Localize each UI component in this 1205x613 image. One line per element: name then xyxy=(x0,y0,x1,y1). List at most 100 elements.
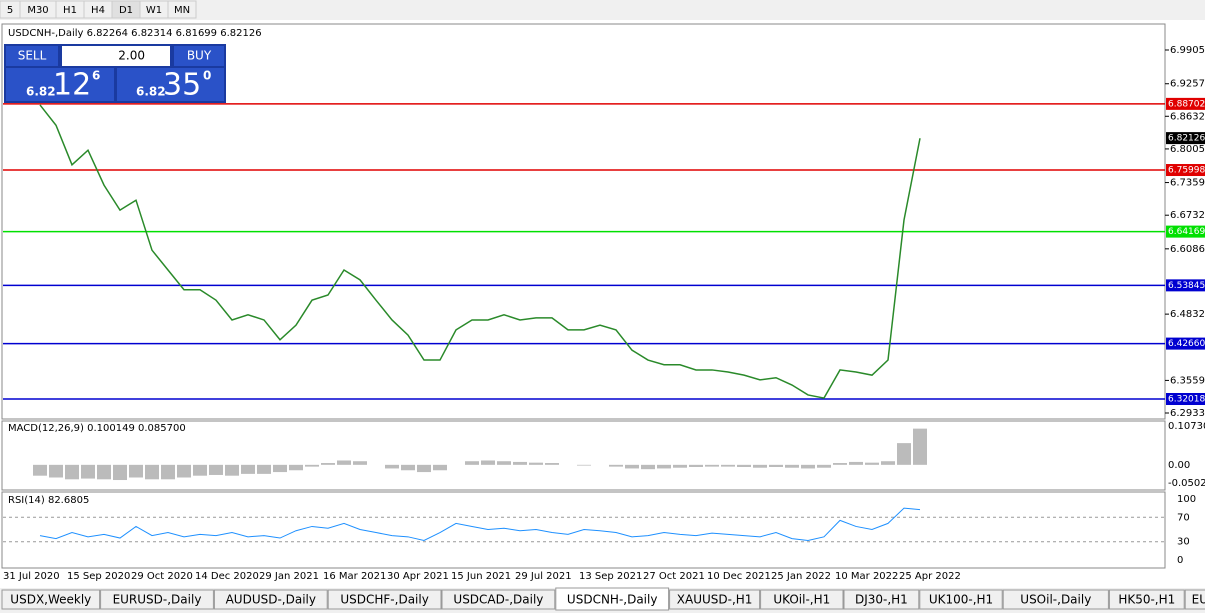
level-label: 6.32018 xyxy=(1168,395,1205,405)
rsi-tick-label: 100 xyxy=(1177,494,1196,505)
macd-bar xyxy=(689,464,703,468)
macd-bar xyxy=(337,460,351,465)
macd-bar xyxy=(577,464,591,466)
rsi-pane xyxy=(1,491,1166,569)
timeframe-label: W1 xyxy=(146,5,162,16)
macd-bar xyxy=(225,464,239,476)
buy-label: BUY xyxy=(187,49,212,63)
toolbar xyxy=(0,0,1205,20)
level-label: 6.42660 xyxy=(1168,339,1205,349)
ask-big: 6.82 xyxy=(136,85,166,99)
tab-label: UKOil-,H1 xyxy=(773,593,830,607)
main-pane xyxy=(1,23,1166,420)
date-label: 29 Oct 2020 xyxy=(131,571,193,582)
macd-bar xyxy=(833,463,847,465)
macd-bar xyxy=(609,464,623,467)
rsi-tick-label: 30 xyxy=(1177,537,1190,548)
macd-bar xyxy=(753,464,767,468)
tab-label: USOil-,Daily xyxy=(1020,593,1091,607)
tab[interactable] xyxy=(669,589,761,610)
macd-bar xyxy=(801,464,815,469)
level-label: 6.88702 xyxy=(1168,99,1205,109)
level-tag xyxy=(1166,279,1205,292)
tab[interactable] xyxy=(213,589,328,610)
macd-bar xyxy=(705,464,719,467)
date-label: 16 Mar 2021 xyxy=(323,571,386,582)
bid-box[interactable] xyxy=(6,68,114,101)
macd-bar xyxy=(497,461,511,465)
timeframe-label: MN xyxy=(174,5,190,16)
macd-pane xyxy=(1,420,1166,491)
macd-bar xyxy=(529,462,543,465)
chart-header: USDCNH-,Daily 6.82264 6.82314 6.81699 6.… xyxy=(8,28,262,39)
date-label: 27 Oct 2021 xyxy=(643,571,705,582)
macd-bar xyxy=(865,462,879,465)
date-label: 15 Sep 2020 xyxy=(67,571,130,582)
volume: 2.00 xyxy=(118,49,145,63)
macd-bar xyxy=(145,464,159,480)
macd-bar xyxy=(897,443,911,465)
macd-bar xyxy=(401,464,415,471)
macd-bar xyxy=(481,460,495,465)
date-label: 14 Dec 2020 xyxy=(195,571,259,582)
tab-label: USDCNH-,Daily xyxy=(567,593,658,607)
macd-bar xyxy=(673,464,687,468)
tab[interactable] xyxy=(1002,589,1109,610)
tab-label: USDCAD-,Daily xyxy=(453,593,543,607)
tab[interactable] xyxy=(327,589,442,610)
buy-button[interactable] xyxy=(174,46,224,66)
tab-label: AUDUSD-,Daily xyxy=(226,593,316,607)
price-line xyxy=(39,104,921,399)
level-label: 6.64169 xyxy=(1168,227,1205,237)
bid-frac: 6 xyxy=(92,69,100,83)
timeframe-label: D1 xyxy=(119,5,133,16)
trade-panel: SELL 2.00 BUY 6.82 12 6 6.82 35 0 xyxy=(4,44,226,103)
tab[interactable] xyxy=(919,589,1003,610)
macd-bar xyxy=(513,461,527,465)
level-label: 6.75998 xyxy=(1168,166,1205,176)
macd-bar xyxy=(65,464,79,480)
y-tick-label: 6.67320 xyxy=(1170,210,1205,221)
tab-label: EURUSD-,Daily xyxy=(113,593,202,607)
price-tag xyxy=(1166,132,1205,145)
tab[interactable] xyxy=(555,587,670,611)
macd-bar xyxy=(737,464,751,468)
macd-bar xyxy=(273,464,287,473)
date-label: 13 Sep 2021 xyxy=(579,571,642,582)
tab[interactable] xyxy=(760,589,844,610)
tab[interactable] xyxy=(1,589,101,610)
timeframe-label: M30 xyxy=(27,5,48,16)
tab[interactable] xyxy=(843,589,920,610)
date-label: 30 Apr 2021 xyxy=(387,571,449,582)
rsi-line xyxy=(39,507,921,542)
tab-label: DJ30-,H1 xyxy=(855,593,908,607)
y-tick-label: 6.35590 xyxy=(1170,375,1205,386)
tab[interactable] xyxy=(1108,589,1185,610)
macd-bar xyxy=(913,428,927,465)
macd-bar xyxy=(305,464,319,467)
tab[interactable] xyxy=(1184,589,1205,610)
ask-box[interactable] xyxy=(117,68,224,101)
macd-bar xyxy=(129,464,143,478)
tab[interactable] xyxy=(100,589,214,610)
macd-bar xyxy=(849,461,863,465)
macd-bar xyxy=(193,464,207,476)
date-label: 10 Dec 2021 xyxy=(707,571,771,582)
tab[interactable] xyxy=(441,589,556,610)
macd-bar xyxy=(545,463,559,465)
sell-button[interactable] xyxy=(6,46,58,66)
timeframe-label: 5 xyxy=(7,5,13,16)
volume-input[interactable] xyxy=(62,46,170,66)
macd-bar xyxy=(97,464,111,480)
macd-bar xyxy=(817,464,831,468)
macd-tick-label: 0.107309 xyxy=(1168,421,1205,432)
macd-label: MACD(12,26,9) 0.100149 0.085700 xyxy=(8,423,186,434)
timeframe-button[interactable] xyxy=(167,0,197,19)
y-tick-label: 6.80050 xyxy=(1170,144,1205,155)
macd-bar xyxy=(385,464,399,469)
tab-label: EU xyxy=(1192,593,1205,607)
tab-label: USDCHF-,Daily xyxy=(340,593,428,607)
